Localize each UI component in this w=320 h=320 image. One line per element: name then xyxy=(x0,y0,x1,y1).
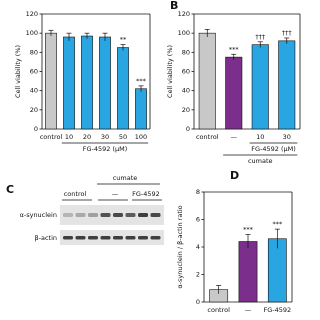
y-tick-label: 80 xyxy=(182,48,190,56)
x-tick-label: 10 xyxy=(256,133,264,141)
y-tick-label: 4 xyxy=(196,243,200,251)
band xyxy=(113,213,123,217)
band xyxy=(150,236,161,240)
x-axis-label: FG-4592 (μM) xyxy=(83,145,128,153)
y-tick-label: 20 xyxy=(30,106,38,114)
band xyxy=(113,236,123,240)
x-tick-label: FG-4592 xyxy=(263,306,291,314)
significance: *** xyxy=(229,45,240,53)
bands xyxy=(63,213,161,240)
band xyxy=(63,236,73,240)
y-tick-label: 100 xyxy=(26,29,38,37)
band xyxy=(138,236,148,240)
bar xyxy=(81,35,93,130)
significance: ††† xyxy=(255,33,266,41)
y-tick-label: 60 xyxy=(30,68,38,76)
significance: ††† xyxy=(282,29,293,37)
band xyxy=(88,213,98,217)
y-tick-label: 0 xyxy=(34,125,38,133)
significance: *** xyxy=(272,220,283,228)
band xyxy=(75,213,86,217)
y-tick-label: 60 xyxy=(182,68,190,76)
x-axis-label: FG-4592 (μM) xyxy=(251,145,296,153)
band xyxy=(75,236,86,240)
blot-lane: FG-4592 xyxy=(132,190,160,198)
band xyxy=(63,213,73,217)
bar xyxy=(238,241,258,303)
blot-group: cumate xyxy=(113,174,138,182)
band xyxy=(100,213,111,217)
x-tick-label: 30 xyxy=(101,133,109,141)
y-tick-label: 0 xyxy=(196,298,200,306)
blot-row: β-actin xyxy=(34,234,57,242)
bar xyxy=(198,32,216,130)
bar xyxy=(63,36,75,130)
x-tick-label: control xyxy=(40,133,63,141)
x-tick-label: 10 xyxy=(65,133,73,141)
bar xyxy=(45,32,57,130)
blot-strip xyxy=(60,230,164,245)
x-tick-label: 100 xyxy=(135,133,147,141)
x-tick-label: control xyxy=(196,133,219,141)
bar xyxy=(225,56,243,130)
x-tick-label: 30 xyxy=(283,133,291,141)
y-axis-label: α-synuclein / β-actin ratio xyxy=(176,205,184,288)
x-tick-label: — xyxy=(231,133,238,141)
blot-row: α-synuclein xyxy=(20,211,57,219)
x-group-label: cumate xyxy=(248,157,273,165)
panel-letter: D xyxy=(230,169,239,182)
bar xyxy=(251,44,269,130)
bar xyxy=(135,88,147,130)
band xyxy=(150,213,161,217)
y-tick-label: 0 xyxy=(186,125,190,133)
significance: *** xyxy=(243,226,254,234)
x-tick-label: 20 xyxy=(83,133,91,141)
x-tick-label: — xyxy=(245,306,252,314)
y-tick-label: 40 xyxy=(30,87,38,95)
band xyxy=(88,236,98,240)
y-tick-label: 6 xyxy=(196,216,200,224)
blot-lane: control xyxy=(64,190,87,198)
y-tick-label: 40 xyxy=(182,87,190,95)
y-tick-label: 120 xyxy=(178,10,190,18)
y-axis-label: Cell viability (%) xyxy=(166,45,174,98)
bar xyxy=(99,36,111,130)
band xyxy=(125,213,136,217)
y-tick-label: 120 xyxy=(26,10,38,18)
band xyxy=(100,236,111,240)
y-tick-label: 8 xyxy=(196,188,200,196)
band xyxy=(138,213,148,217)
x-tick-label: control xyxy=(207,306,230,314)
significance: *** xyxy=(136,77,147,85)
panel-letter: C xyxy=(6,183,14,196)
bar xyxy=(278,40,296,130)
y-tick-label: 20 xyxy=(182,106,190,114)
y-axis-label: Cell viability (%) xyxy=(14,45,22,98)
y-tick-label: 100 xyxy=(178,29,190,37)
y-tick-label: 2 xyxy=(196,271,200,279)
y-tick-label: 80 xyxy=(30,48,38,56)
x-tick-label: 50 xyxy=(119,133,127,141)
panel-letter: B xyxy=(170,0,178,12)
significance: ** xyxy=(120,36,127,44)
bar xyxy=(117,47,129,130)
blot-lane: — xyxy=(112,190,119,198)
band xyxy=(125,236,136,240)
blot-strip xyxy=(60,205,164,225)
